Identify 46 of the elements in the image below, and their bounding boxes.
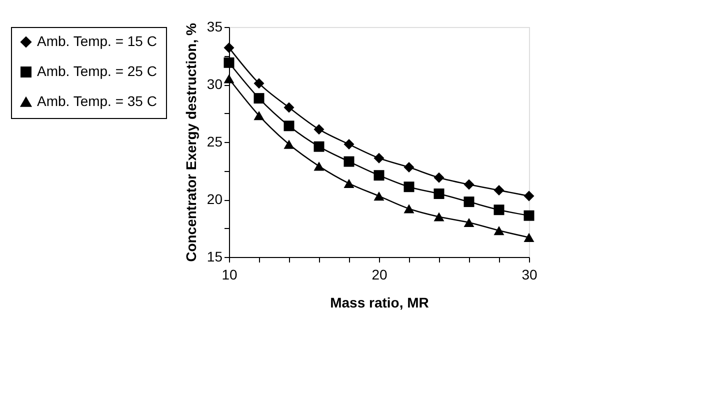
point xyxy=(494,185,504,196)
point xyxy=(254,93,264,104)
point xyxy=(254,78,264,89)
y-tick-label: 30 xyxy=(206,76,223,92)
point xyxy=(314,141,324,152)
point xyxy=(374,152,384,164)
x-tick-label: 20 xyxy=(372,266,388,282)
point xyxy=(374,192,384,201)
point xyxy=(524,190,534,202)
legend-label: Amb. Temp. = 25 C xyxy=(37,63,157,79)
legend-label: Amb. Temp. = 35 C xyxy=(37,93,157,109)
point xyxy=(464,196,474,208)
y-tick-label: 25 xyxy=(206,134,223,150)
point xyxy=(404,182,414,192)
y-tick-label: 20 xyxy=(206,191,223,207)
point xyxy=(494,204,504,216)
point xyxy=(524,232,534,242)
point xyxy=(434,188,444,199)
point xyxy=(434,172,444,183)
point xyxy=(284,140,294,149)
point xyxy=(314,162,324,171)
x-tick-label: 30 xyxy=(522,266,538,282)
point xyxy=(464,218,474,228)
point xyxy=(344,156,354,167)
x-tick-label: 10 xyxy=(222,266,238,282)
y-tick-label: 15 xyxy=(206,248,223,264)
point xyxy=(404,204,414,214)
point xyxy=(284,120,294,132)
point xyxy=(254,111,264,120)
point xyxy=(404,162,414,173)
point xyxy=(224,57,234,68)
point xyxy=(524,210,534,221)
point xyxy=(494,226,504,236)
point xyxy=(434,212,444,222)
point xyxy=(344,139,354,150)
point xyxy=(224,74,234,84)
y-tick-label: 35 xyxy=(206,18,223,34)
point xyxy=(284,102,294,113)
point xyxy=(224,42,234,53)
point xyxy=(314,124,324,135)
x-axis-title: Mass ratio, MR xyxy=(330,294,429,310)
point xyxy=(344,178,354,188)
y-axis-title: Concentrator Exergy destruction, % xyxy=(182,22,199,262)
legend-label: Amb. Temp. = 15 C xyxy=(37,33,157,49)
point xyxy=(464,179,474,190)
point xyxy=(374,170,384,181)
